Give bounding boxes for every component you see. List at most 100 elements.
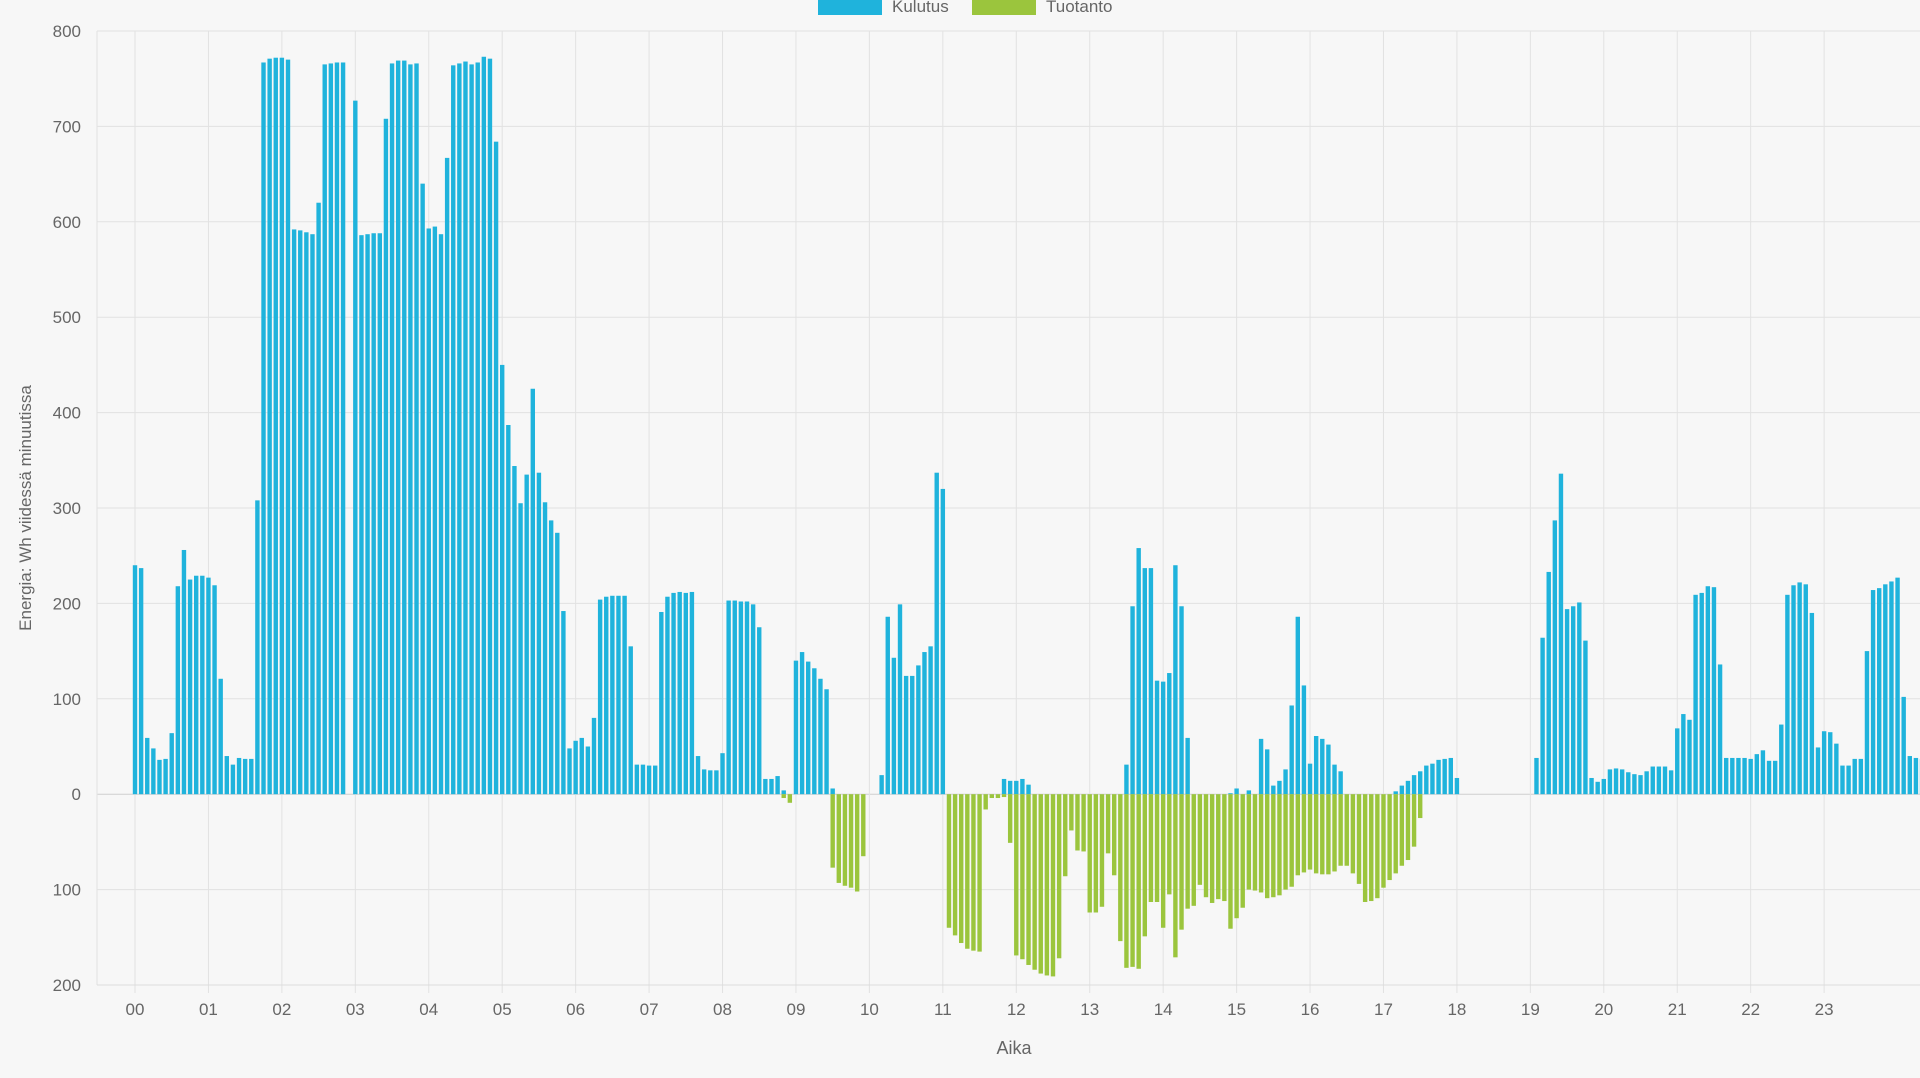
bar-kulutus [1161,682,1165,795]
bar-tuotanto [1149,794,1153,902]
bar-tuotanto [1118,794,1122,941]
bar-kulutus [677,592,681,794]
bar-kulutus [739,601,743,794]
bar-kulutus [170,733,174,794]
bar-kulutus [1302,685,1306,794]
bar-kulutus [1748,759,1752,794]
x-tick-label: 11 [934,1000,952,1019]
bar-kulutus [341,62,345,794]
bar-tuotanto [1265,794,1269,898]
bar-tuotanto [1032,794,1036,970]
bar-kulutus [1320,739,1324,794]
bar-kulutus [1657,767,1661,795]
x-axis-title: Aika [996,1038,1032,1058]
bar-tuotanto [1326,794,1330,874]
bar-tuotanto [1400,794,1404,866]
bar-kulutus [1895,578,1899,795]
bar-kulutus [1534,758,1538,794]
bar-kulutus [1681,714,1685,794]
bar-kulutus [580,738,584,794]
legend-item-tuotanto[interactable]: Tuotanto [972,0,1112,16]
bar-tuotanto [1020,794,1024,959]
bar-tuotanto [1381,794,1385,887]
bar-kulutus [469,64,473,794]
bar-kulutus [1700,593,1704,794]
bar-kulutus [898,604,902,794]
bar-kulutus [751,604,755,794]
x-tick-label: 07 [640,1000,659,1019]
bar-kulutus [549,520,553,794]
bar-kulutus [555,533,559,794]
bar-kulutus [598,600,602,795]
bar-tuotanto [855,794,859,891]
bar-kulutus [243,759,247,794]
bar-tuotanto [1351,794,1355,873]
bar-kulutus [1455,778,1459,794]
bar-kulutus [586,747,590,795]
bar-kulutus [1706,586,1710,794]
x-tick-label: 15 [1227,1000,1246,1019]
bar-kulutus [1155,681,1159,795]
bar-tuotanto [1247,794,1251,889]
bar-kulutus [1644,771,1648,794]
bar-kulutus [1002,779,1006,794]
x-tick-label: 16 [1301,1000,1320,1019]
legend-item-kulutus[interactable]: Kulutus [818,0,949,16]
bar-kulutus [151,748,155,794]
bar-tuotanto [1198,794,1202,885]
bar-kulutus [145,738,149,794]
bar-kulutus [1571,606,1575,794]
bar-kulutus [1283,769,1287,794]
bar-kulutus [200,576,204,794]
bar-tuotanto [1277,794,1281,895]
bar-tuotanto [1302,794,1306,872]
bar-tuotanto [1308,794,1312,869]
bar-kulutus [892,658,896,794]
bar-kulutus [353,101,357,795]
bar-kulutus [182,550,186,794]
bar-kulutus [726,601,730,795]
bar-kulutus [1730,758,1734,794]
bar-kulutus [1308,764,1312,795]
bar-tuotanto [1406,794,1410,860]
bar-kulutus [408,64,412,794]
bar-tuotanto [953,794,957,935]
bar-kulutus [133,565,137,794]
bar-tuotanto [1320,794,1324,874]
bar-tuotanto [1045,794,1049,975]
bar-kulutus [1877,588,1881,794]
bar-kulutus [616,596,620,794]
bar-kulutus [323,64,327,794]
legend[interactable]: Kulutus Tuotanto [818,0,1112,16]
bar-kulutus [1149,568,1153,794]
x-tick-label: 09 [786,1000,805,1019]
bar-kulutus [1779,725,1783,795]
bar-tuotanto [1112,794,1116,875]
bar-kulutus [904,676,908,794]
bar-tuotanto [837,794,841,883]
bar-kulutus [928,646,932,794]
bar-kulutus [1675,728,1679,794]
bar-kulutus [1853,759,1857,794]
bar-kulutus [445,158,449,794]
bar-kulutus [1167,673,1171,794]
bar-kulutus [1436,760,1440,794]
bar-kulutus [1908,756,1912,794]
bar-tuotanto [1289,794,1293,887]
y-tick-label: 100 [53,690,81,709]
bar-tuotanto [1234,794,1238,918]
bar-tuotanto [965,794,969,949]
bar-kulutus [512,466,516,794]
bar-kulutus [206,578,210,795]
bar-kulutus [1883,584,1887,794]
bar-tuotanto [1222,794,1226,901]
bar-kulutus [390,63,394,794]
bar-kulutus [806,662,810,795]
bar-kulutus [1846,766,1850,795]
x-tick-label: 02 [272,1000,291,1019]
bar-kulutus [1228,793,1232,794]
bar-kulutus [1442,759,1446,794]
bar-kulutus [800,652,804,794]
bar-tuotanto [996,794,1000,798]
